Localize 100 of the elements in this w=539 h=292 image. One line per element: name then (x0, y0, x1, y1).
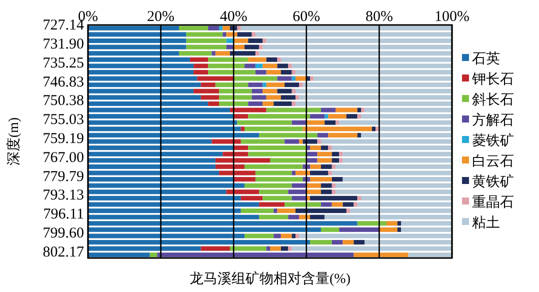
x-tick-label: 20% (147, 9, 175, 25)
bar (284, 139, 300, 144)
bar (295, 234, 300, 238)
legend-label: 石英 (472, 50, 500, 67)
bar (295, 170, 310, 176)
bar (200, 246, 230, 251)
bar (262, 82, 266, 88)
x-tick-label: 100% (434, 9, 470, 25)
bar (255, 51, 260, 56)
bar (266, 57, 278, 62)
legend-label: 重晶石 (472, 194, 514, 210)
bar (295, 95, 300, 100)
bar (288, 64, 292, 68)
bar (332, 240, 343, 245)
x-tick-label: 80% (365, 9, 393, 25)
bar (219, 26, 223, 30)
bar (336, 120, 340, 125)
bar (346, 114, 358, 119)
legend-label: 菱铁矿 (472, 132, 514, 149)
bar (354, 202, 358, 207)
bar (288, 214, 300, 220)
bar (292, 101, 296, 106)
y-tick-label: 799.60 (42, 225, 84, 242)
bar (292, 76, 296, 81)
legend-label: 钾长石 (471, 71, 514, 88)
bar (310, 240, 332, 245)
bar (295, 76, 306, 81)
bar (397, 227, 402, 232)
bar (262, 38, 266, 44)
bar (372, 126, 376, 132)
bar (274, 208, 278, 214)
bar (310, 76, 314, 81)
bar (226, 190, 260, 194)
bar (354, 252, 408, 258)
bar (317, 139, 321, 144)
x-axis-title: 龙马溪组矿物相对含量(%) (190, 271, 351, 287)
bar (328, 170, 332, 176)
bar (266, 38, 452, 44)
bar (277, 208, 296, 214)
bar (284, 82, 300, 88)
bar (88, 70, 194, 74)
bar (266, 70, 281, 74)
bar (252, 32, 256, 37)
bar (219, 101, 248, 106)
bar (320, 202, 332, 207)
bar (274, 234, 281, 238)
bar (240, 208, 274, 214)
bar (295, 208, 346, 214)
bar (262, 101, 274, 106)
bar (317, 132, 328, 138)
bar (234, 38, 248, 44)
bar (266, 82, 285, 88)
y-tick-label: 767.00 (42, 150, 84, 166)
bar (208, 70, 256, 74)
bar (292, 70, 296, 74)
bar (332, 202, 343, 207)
bar (320, 227, 340, 232)
legend-label: 斜长石 (472, 92, 514, 108)
bar (332, 164, 336, 169)
bar (277, 64, 288, 68)
y-tick-label: 802.17 (42, 244, 84, 260)
bar (357, 221, 386, 226)
bar (88, 38, 186, 44)
bar (357, 114, 361, 119)
bar (310, 214, 325, 220)
y-tick-label: 793.13 (42, 188, 84, 204)
bar (328, 132, 358, 138)
bar (208, 101, 220, 106)
bar (292, 170, 296, 176)
bar (255, 64, 263, 68)
bar (364, 240, 452, 245)
bar (277, 57, 281, 62)
bar (310, 164, 321, 169)
y-tick-label: 746.83 (42, 74, 84, 90)
bar (379, 227, 398, 232)
bar (310, 177, 332, 182)
bar (150, 252, 158, 258)
bar (230, 246, 266, 251)
bar (357, 132, 361, 138)
bar (237, 32, 252, 37)
bar (328, 146, 332, 150)
bar (280, 234, 292, 238)
bar (280, 70, 292, 74)
bar (332, 177, 343, 182)
bar (280, 246, 288, 251)
bar (274, 101, 292, 106)
bar (234, 44, 245, 50)
bar (270, 246, 281, 251)
bar (288, 246, 292, 251)
y-tick-label: 755.03 (42, 112, 84, 128)
bar (354, 240, 365, 245)
bar (299, 214, 310, 220)
y-tick-label: 759.19 (42, 131, 84, 147)
legend-label: 粘土 (472, 214, 500, 231)
bar (342, 240, 354, 245)
bar (339, 227, 380, 232)
bar (277, 76, 292, 81)
bar (292, 234, 296, 238)
bar (215, 51, 230, 56)
y-tick-label: 731.90 (42, 36, 84, 53)
